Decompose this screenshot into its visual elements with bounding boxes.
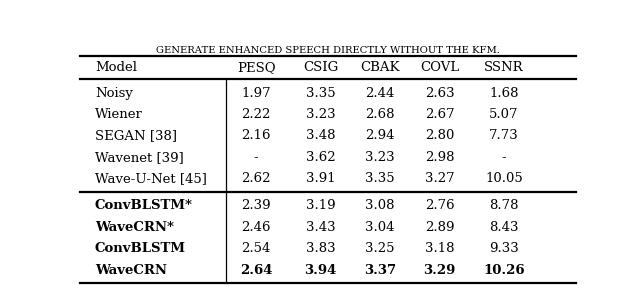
Text: 5.07: 5.07 (490, 108, 519, 121)
Text: 10.26: 10.26 (483, 264, 525, 277)
Text: 2.94: 2.94 (365, 130, 395, 143)
Text: SEGAN [38]: SEGAN [38] (95, 130, 177, 143)
Text: 3.25: 3.25 (365, 242, 395, 255)
Text: 7.73: 7.73 (489, 130, 519, 143)
Text: 2.16: 2.16 (241, 130, 271, 143)
Text: 8.78: 8.78 (490, 199, 519, 212)
Text: 3.94: 3.94 (305, 264, 337, 277)
Text: Wave-U-Net [45]: Wave-U-Net [45] (95, 172, 207, 185)
Text: 2.63: 2.63 (425, 87, 454, 100)
Text: 3.23: 3.23 (306, 108, 335, 121)
Text: 2.22: 2.22 (241, 108, 271, 121)
Text: SSNR: SSNR (484, 61, 524, 74)
Text: 3.35: 3.35 (365, 172, 395, 185)
Text: 2.67: 2.67 (425, 108, 454, 121)
Text: 3.35: 3.35 (306, 87, 335, 100)
Text: 2.62: 2.62 (241, 172, 271, 185)
Text: Noisy: Noisy (95, 87, 132, 100)
Text: CSIG: CSIG (303, 61, 338, 74)
Text: 3.27: 3.27 (425, 172, 454, 185)
Text: 10.05: 10.05 (485, 172, 523, 185)
Text: 3.23: 3.23 (365, 151, 395, 164)
Text: 2.39: 2.39 (241, 199, 271, 212)
Text: 2.46: 2.46 (241, 221, 271, 234)
Text: 3.37: 3.37 (364, 264, 396, 277)
Text: ConvBLSTM: ConvBLSTM (95, 242, 186, 255)
Text: -: - (254, 151, 259, 164)
Text: 2.44: 2.44 (365, 87, 395, 100)
Text: 3.83: 3.83 (306, 242, 335, 255)
Text: 3.43: 3.43 (306, 221, 335, 234)
Text: Model: Model (95, 61, 137, 74)
Text: 3.18: 3.18 (425, 242, 454, 255)
Text: 3.08: 3.08 (365, 199, 395, 212)
Text: Wavenet [39]: Wavenet [39] (95, 151, 184, 164)
Text: Wiener: Wiener (95, 108, 143, 121)
Text: 2.54: 2.54 (241, 242, 271, 255)
Text: ConvBLSTM*: ConvBLSTM* (95, 199, 193, 212)
Text: 3.19: 3.19 (306, 199, 335, 212)
Text: 2.64: 2.64 (240, 264, 273, 277)
Text: WaveCRN*: WaveCRN* (95, 221, 174, 234)
Text: PESQ: PESQ (237, 61, 275, 74)
Text: 2.89: 2.89 (425, 221, 454, 234)
Text: CBAK: CBAK (360, 61, 400, 74)
Text: 3.04: 3.04 (365, 221, 395, 234)
Text: GENERATE ENHANCED SPEECH DIRECTLY WITHOUT THE KFM.: GENERATE ENHANCED SPEECH DIRECTLY WITHOU… (156, 46, 500, 55)
Text: 3.48: 3.48 (306, 130, 335, 143)
Text: 3.91: 3.91 (306, 172, 335, 185)
Text: 2.68: 2.68 (365, 108, 395, 121)
Text: 3.62: 3.62 (306, 151, 335, 164)
Text: -: - (502, 151, 506, 164)
Text: COVL: COVL (420, 61, 460, 74)
Text: WaveCRN: WaveCRN (95, 264, 167, 277)
Text: 2.80: 2.80 (425, 130, 454, 143)
Text: 3.29: 3.29 (424, 264, 456, 277)
Text: 1.97: 1.97 (241, 87, 271, 100)
Text: 2.98: 2.98 (425, 151, 454, 164)
Text: 9.33: 9.33 (489, 242, 519, 255)
Text: 2.76: 2.76 (425, 199, 454, 212)
Text: 1.68: 1.68 (490, 87, 519, 100)
Text: 8.43: 8.43 (490, 221, 519, 234)
